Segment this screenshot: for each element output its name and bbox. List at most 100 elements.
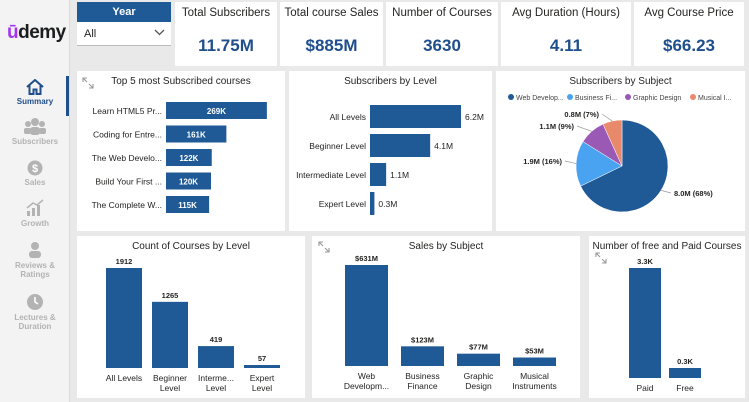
kpi-label: Avg Duration (Hours) — [512, 7, 620, 19]
data-label: 1.9M (16%) — [523, 157, 562, 166]
data-label: 120K — [179, 178, 198, 187]
category-label: Business — [405, 371, 440, 381]
category-label: All Levels — [106, 373, 142, 383]
bar — [629, 268, 661, 378]
category-label: Instruments — [512, 381, 556, 391]
expand-icon[interactable] — [595, 252, 607, 264]
chart-title: Subscribers by Level — [344, 76, 437, 87]
data-label: 419 — [210, 335, 223, 344]
bar — [669, 368, 701, 378]
sidebar-label: Sales — [24, 178, 46, 187]
data-label: 0.8M (7%) — [564, 110, 599, 119]
svg-text:$: $ — [32, 163, 38, 175]
kpi-value: $66.23 — [663, 36, 715, 55]
chart-title: Top 5 most Subscribed courses — [111, 76, 251, 87]
year-slicer[interactable]: Year All — [77, 2, 171, 46]
data-label: 115K — [178, 201, 197, 210]
category-label: Developm... — [344, 381, 389, 391]
bar — [106, 268, 142, 368]
sidebar-label: Ratings — [20, 270, 50, 279]
legend-label: Musical I... — [698, 95, 732, 102]
data-label: 8.0M (68%) — [674, 189, 713, 198]
sidebar-item-subscribers[interactable]: Subscribers — [0, 117, 70, 146]
sidebar-label: Summary — [16, 97, 54, 106]
udemy-logo: ūdemy — [7, 22, 66, 43]
kpi-value: 3630 — [423, 36, 461, 55]
category-label: Expert Level — [319, 199, 366, 209]
category-label: Musical — [520, 371, 549, 381]
data-label: 0.3K — [677, 357, 693, 366]
category-label: Beginner Level — [309, 141, 366, 151]
chart-title: Number of free and Paid Courses — [592, 241, 742, 252]
leader-line — [601, 113, 613, 122]
category-label: Interme... — [198, 373, 234, 383]
sidebar-label: Growth — [21, 219, 49, 228]
category-label: Free — [676, 383, 694, 393]
data-label: 57 — [258, 354, 266, 363]
data-label: 269K — [207, 107, 226, 116]
category-label: The Complete W... — [92, 200, 162, 210]
bar — [166, 125, 227, 143]
bar — [166, 149, 212, 166]
legend-marker — [567, 94, 573, 100]
category-label: Graphic — [464, 371, 495, 381]
legend-label: Web Develop... — [516, 95, 564, 102]
leader-line — [660, 190, 672, 194]
pie-slice — [580, 119, 669, 213]
free-paid-card: Number of free and Paid Courses 3.3K Paid… — [589, 236, 745, 398]
courses-by-level-card: Count of Courses by Level 1912 All Levels… — [77, 236, 305, 398]
data-label: 1.1M (9%) — [539, 122, 574, 131]
category-label: Coding for Entre... — [93, 130, 162, 140]
sidebar-label: Duration — [18, 322, 52, 331]
category-label: Design — [465, 381, 492, 391]
sidebar-label: Lectures & — [14, 313, 56, 322]
kpi-total-course-sales: Total course Sales $885M — [280, 2, 383, 66]
pie-slice — [575, 141, 623, 187]
data-label: 1265 — [162, 291, 179, 300]
chart-title: Count of Courses by Level — [132, 241, 250, 252]
year-dropdown[interactable]: All — [77, 22, 171, 46]
bar — [370, 134, 431, 157]
data-label: 3.3K — [637, 257, 653, 266]
kpi-label: Total course Sales — [284, 7, 379, 19]
sidebar-item-sales[interactable]: $ Sales — [0, 160, 70, 187]
sidebar-item-reviews[interactable]: Reviews & Ratings — [0, 241, 70, 279]
clock-icon — [27, 294, 43, 310]
legend-marker — [690, 94, 696, 100]
bar — [345, 265, 388, 366]
free-paid-column-chart: 3.3K Paid 0.3K Free — [629, 257, 701, 393]
kpi-avg-course-price: Avg Course Price $66.23 — [634, 2, 744, 66]
expand-icon[interactable] — [318, 241, 330, 253]
leader-line — [576, 125, 592, 132]
bar — [166, 196, 210, 213]
data-label: 161K — [187, 131, 206, 140]
data-label: $77M — [469, 343, 488, 352]
category-label: Learn HTML5 Pr... — [93, 106, 162, 116]
legend-label: Graphic Design — [633, 95, 681, 102]
expand-icon[interactable] — [82, 77, 94, 89]
bar — [370, 192, 375, 215]
category-label: Beginner — [153, 373, 187, 383]
kpi-label: Total Subscribers — [181, 7, 271, 19]
dollar-icon: $ — [27, 160, 43, 176]
year-dropdown-value: All — [84, 28, 97, 40]
legend-label: Business Fi... — [575, 95, 617, 102]
bar — [166, 102, 267, 119]
data-label: 4.1M — [434, 141, 453, 151]
bar — [457, 353, 500, 366]
kpi-number-of-courses: Number of Courses 3630 — [386, 2, 498, 66]
sidebar-label: Subscribers — [11, 137, 59, 146]
sidebar-item-summary[interactable]: Summary — [0, 79, 70, 106]
kpi-value: 4.11 — [549, 36, 583, 55]
growth-chart-icon — [26, 199, 44, 216]
slicer-title: Year — [77, 2, 171, 22]
category-label: Build Your First ... — [95, 177, 162, 187]
data-label: 1912 — [116, 257, 133, 266]
sidebar-item-growth[interactable]: Growth — [0, 199, 70, 228]
category-label: Expert — [250, 373, 275, 383]
data-label: 122K — [179, 154, 198, 163]
bar — [244, 365, 280, 368]
sidebar-item-lectures[interactable]: Lectures & Duration — [0, 293, 70, 331]
